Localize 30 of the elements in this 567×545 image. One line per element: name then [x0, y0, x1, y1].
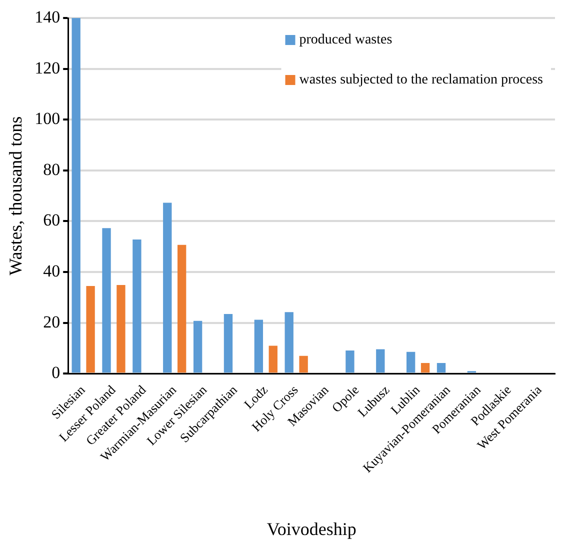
bar	[254, 320, 264, 373]
y-tick-label: 20	[43, 312, 60, 332]
y-tick-label: 0	[52, 363, 60, 382]
legend-label: produced wastes	[299, 32, 392, 48]
bar	[376, 349, 385, 373]
bar	[178, 244, 186, 373]
x-axis-title: Voivodeship	[266, 518, 356, 539]
bar	[163, 202, 172, 373]
bar	[299, 356, 308, 373]
y-tick-label: 80	[43, 160, 60, 179]
bar	[102, 228, 111, 373]
bar	[346, 350, 354, 373]
bar	[86, 286, 95, 373]
y-tick-label: 120	[34, 58, 60, 78]
bar	[284, 312, 294, 373]
bar	[132, 240, 142, 373]
bar	[406, 352, 416, 373]
y-tick-label: 100	[34, 109, 60, 128]
bar	[116, 285, 126, 373]
bar	[436, 362, 446, 373]
bar	[193, 320, 202, 373]
legend-label: wastes subjected to the reclamation process	[299, 72, 543, 88]
bar	[224, 314, 233, 373]
y-axis-title: Wastes, thousand tons	[6, 116, 26, 276]
bar	[268, 346, 278, 373]
bar	[420, 362, 430, 373]
y-tick-label: 140	[34, 7, 60, 26]
bar	[72, 18, 80, 373]
y-tick-label: 40	[43, 262, 60, 281]
y-tick-label: 60	[43, 210, 60, 230]
